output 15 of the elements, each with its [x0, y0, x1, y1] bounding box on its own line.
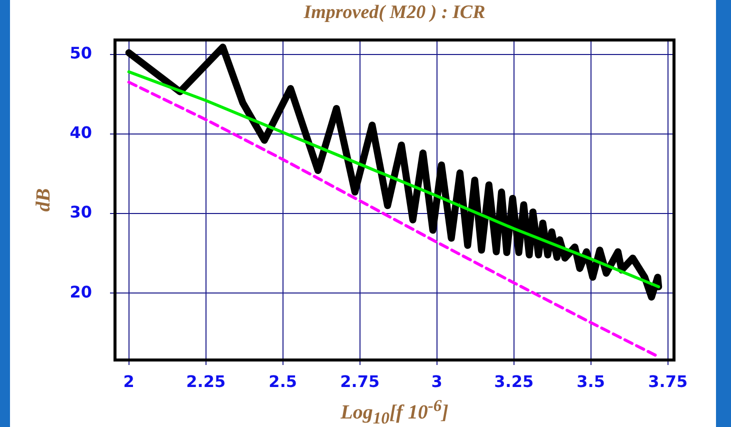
- y-tick-label: 30: [70, 202, 92, 222]
- x-tick-label: 2.75: [340, 372, 380, 391]
- chart-title: Improved( M20 ) : ICR: [302, 2, 486, 24]
- x-tick-label: 2.5: [268, 372, 298, 391]
- x-tick-label: 3.25: [494, 372, 534, 391]
- y-tick-label: 20: [70, 282, 92, 302]
- x-tick-label: 3.75: [648, 372, 688, 391]
- y-tick-label: 50: [70, 43, 92, 62]
- x-axis-title: Log$_{10}$[f 10$^{-6}$]: [340, 396, 450, 427]
- y-axis-title: dB: [32, 188, 56, 212]
- x-tick-label: 3: [431, 372, 442, 391]
- x-tick-label: 2: [123, 372, 134, 391]
- y-tick-label: 40: [70, 123, 92, 142]
- x-tick-label: 2.25: [186, 372, 226, 391]
- x-tick-label: 3.5: [576, 372, 606, 391]
